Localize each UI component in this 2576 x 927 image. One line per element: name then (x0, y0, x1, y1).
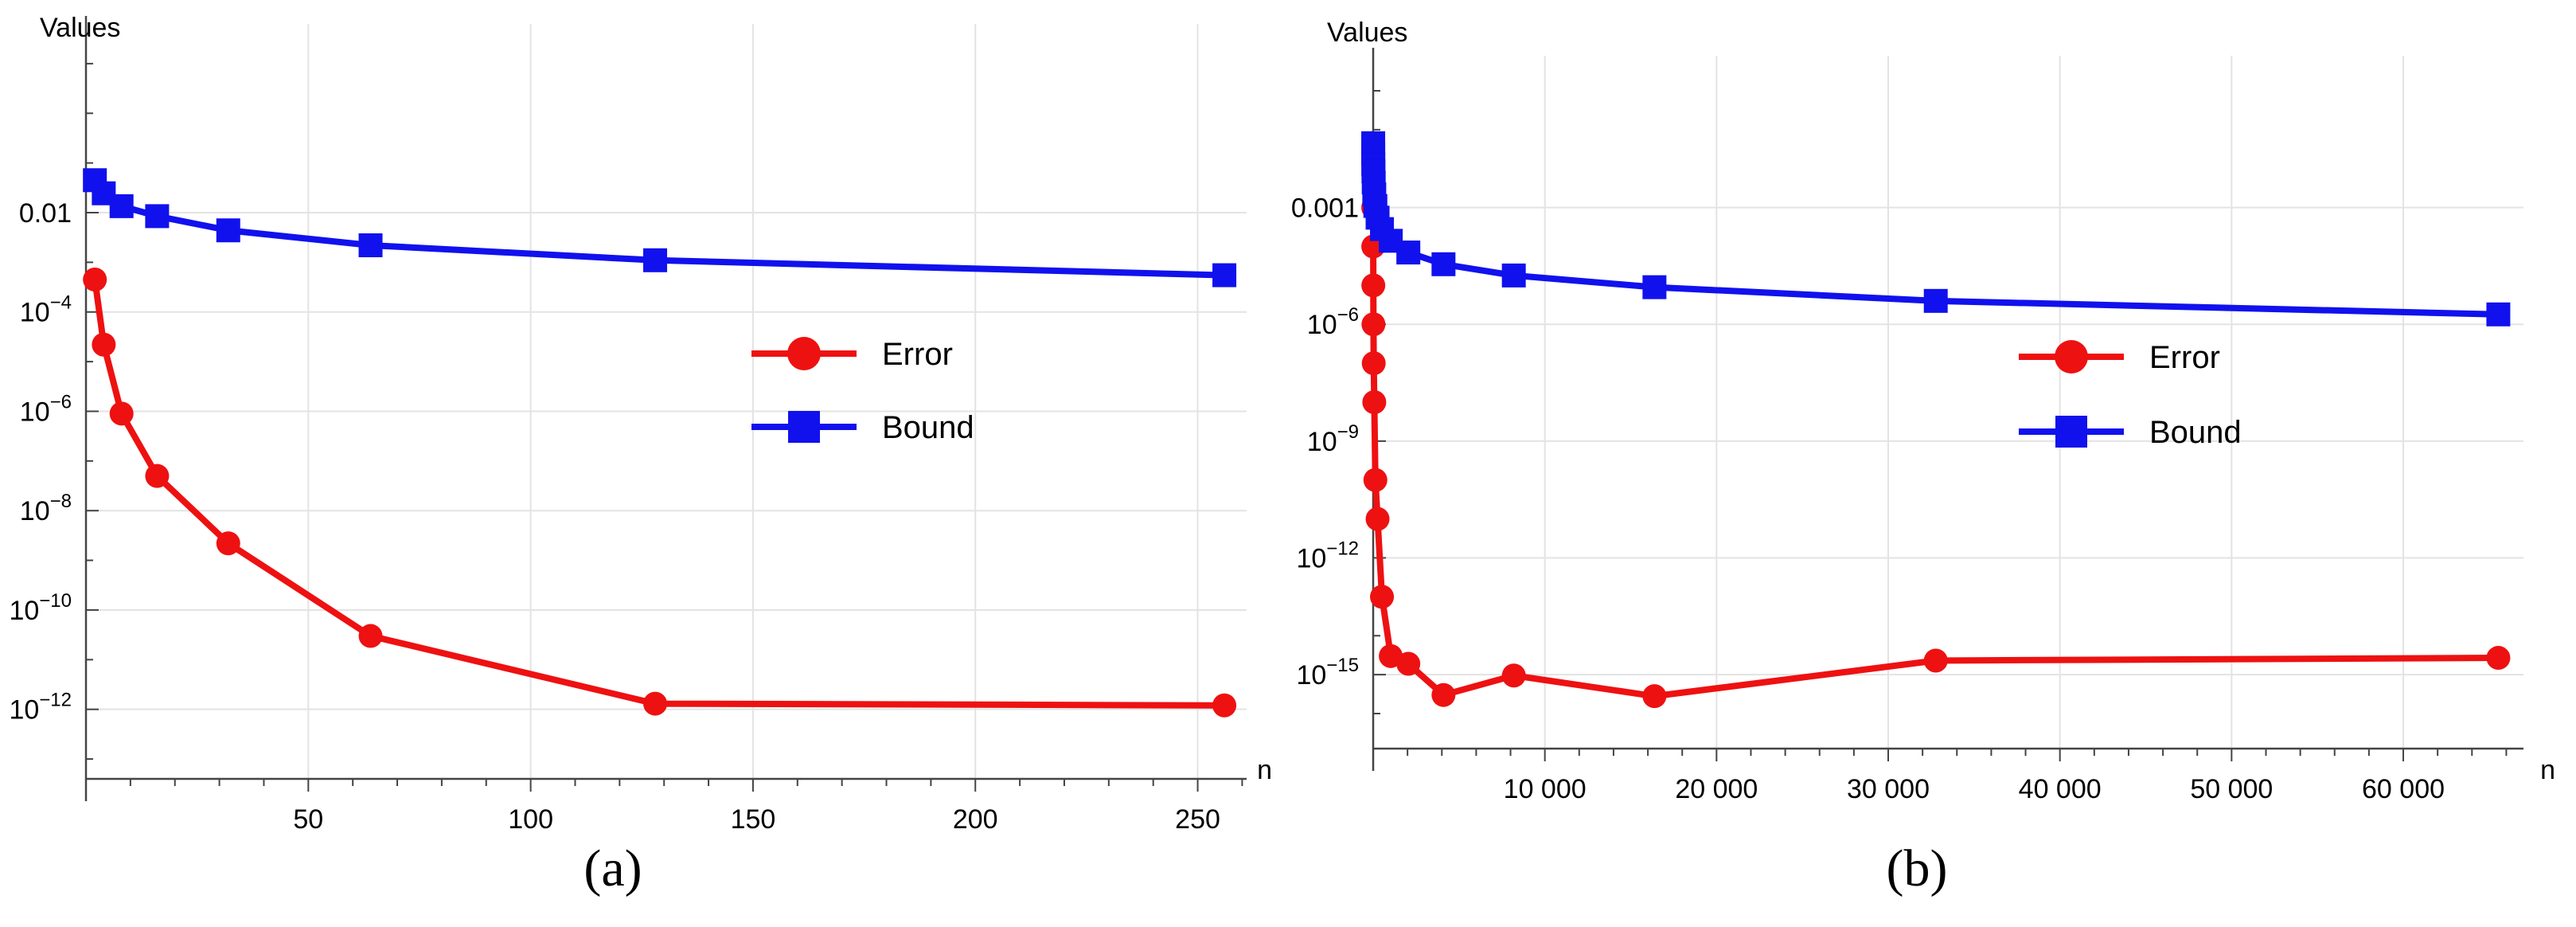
error-point (2486, 646, 2511, 671)
error-point (216, 531, 240, 556)
error-point (1365, 507, 1390, 531)
series-line-bound (1370, 143, 2499, 318)
y-tick-exponent: −12 (39, 690, 72, 711)
error-point (1642, 684, 1667, 709)
x-axis-title: n (1257, 755, 1272, 785)
panel-caption: (b) (1887, 839, 1948, 898)
y-tick-label: 10−12 (1296, 538, 1359, 574)
x-tick-label: 50 000 (2190, 774, 2273, 804)
y-tick-base: 10 (1296, 660, 1326, 690)
y-tick-base: 0.001 (1291, 194, 1359, 224)
x-tick-label: 100 (508, 804, 553, 835)
error-point (1362, 390, 1387, 414)
bound-point (1431, 252, 1456, 276)
legend-label: Error (2149, 340, 2220, 375)
y-tick-label: 10−9 (1307, 421, 1359, 457)
y-tick-base: 10 (20, 397, 50, 427)
y-tick-label: 10−12 (9, 690, 72, 726)
x-tick-label: 40 000 (2019, 774, 2102, 804)
y-tick-exponent: −4 (50, 292, 72, 314)
error-point (1361, 351, 1386, 376)
y-tick-base: 10 (9, 596, 39, 626)
y-axis-title: Values (40, 13, 120, 43)
y-tick-base: 0.01 (19, 198, 72, 229)
y-tick-base: 10 (20, 496, 50, 526)
chart-panel-a: 50 100 150 200 2500.0110−410−610−810−1010−12… (9, 13, 1272, 898)
error-point (1431, 683, 1456, 707)
y-tick-label: 10−6 (1307, 304, 1359, 340)
error-point (358, 624, 383, 648)
bound-point (1396, 241, 1421, 265)
error-point (1361, 312, 1386, 337)
y-tick-label: 10−15 (1296, 655, 1359, 690)
bound-point (1212, 263, 1237, 287)
x-axis-title: n (2540, 755, 2555, 785)
error-point (1212, 693, 1237, 718)
y-tick-base: 10 (1296, 544, 1326, 574)
y-tick-label: 10−8 (20, 491, 72, 526)
y-tick-label: 0.001 (1291, 194, 1359, 224)
bound-point (1642, 275, 1667, 299)
bound-point (358, 233, 383, 258)
bound-point (216, 218, 240, 243)
y-tick-label: 10−4 (20, 292, 72, 328)
y-tick-base: 10 (20, 298, 50, 328)
bound-point (643, 248, 668, 272)
legend-label: Error (882, 337, 953, 372)
x-tick-label: 250 (1175, 804, 1220, 835)
panel-caption: (a) (584, 839, 642, 898)
x-tick-label: 150 (731, 804, 776, 835)
y-tick-label: 10−6 (20, 391, 72, 427)
legend-marker-circle (787, 337, 821, 370)
error-point (1923, 648, 1948, 673)
x-tick-label: 20 000 (1675, 774, 1758, 804)
legend-entry-bound: Bound (751, 410, 974, 445)
bound-point (109, 194, 134, 218)
legend-entry-error: Error (2019, 340, 2220, 375)
y-tick-exponent: −6 (1337, 304, 1359, 326)
x-tick-label: 60 000 (2362, 774, 2445, 804)
y-tick-exponent: −6 (50, 391, 72, 413)
y-tick-label: 0.01 (19, 198, 72, 229)
y-tick-base: 10 (1307, 310, 1337, 340)
x-tick-label: 30 000 (1847, 774, 1930, 804)
y-tick-exponent: −8 (50, 491, 72, 512)
series-line-error (1370, 207, 2499, 700)
y-tick-exponent: −10 (39, 590, 72, 612)
error-point (1501, 663, 1526, 688)
legend-label: Bound (2149, 415, 2242, 450)
x-tick-label: 50 (293, 804, 323, 835)
y-tick-base: 10 (9, 695, 39, 726)
x-tick-label: 200 (953, 804, 998, 835)
error-point (1396, 651, 1421, 676)
bound-point (145, 204, 170, 229)
legend-marker-square (788, 411, 820, 443)
legend-label: Bound (882, 410, 974, 445)
error-point (1361, 273, 1386, 298)
y-tick-exponent: −15 (1326, 655, 1359, 676)
bound-point (2486, 302, 2511, 327)
chart-panel-b: 10 000 20 000 30 000 40 000 50 000 60 000 0.00… (1291, 18, 2555, 898)
y-tick-base: 10 (1307, 427, 1337, 457)
y-axis-title: Values (1327, 18, 1407, 48)
error-point (1363, 467, 1388, 492)
y-tick-label: 10−10 (9, 590, 72, 626)
error-point (643, 691, 668, 716)
legend-entry-bound: Bound (2019, 415, 2242, 450)
series-line-error (92, 279, 1225, 709)
legend-marker-square (2055, 416, 2087, 448)
bound-point (1923, 288, 1948, 313)
error-point (1370, 585, 1395, 609)
x-tick-label: 10 000 (1504, 774, 1587, 804)
legend-entry-error: Error (751, 337, 953, 372)
error-point (83, 267, 107, 291)
error-point (145, 463, 170, 488)
y-tick-exponent: −12 (1326, 538, 1359, 560)
bound-point (1501, 263, 1526, 287)
error-point (92, 332, 116, 357)
error-point (109, 401, 134, 426)
y-tick-exponent: −9 (1337, 421, 1359, 443)
legend-marker-circle (2055, 340, 2088, 374)
